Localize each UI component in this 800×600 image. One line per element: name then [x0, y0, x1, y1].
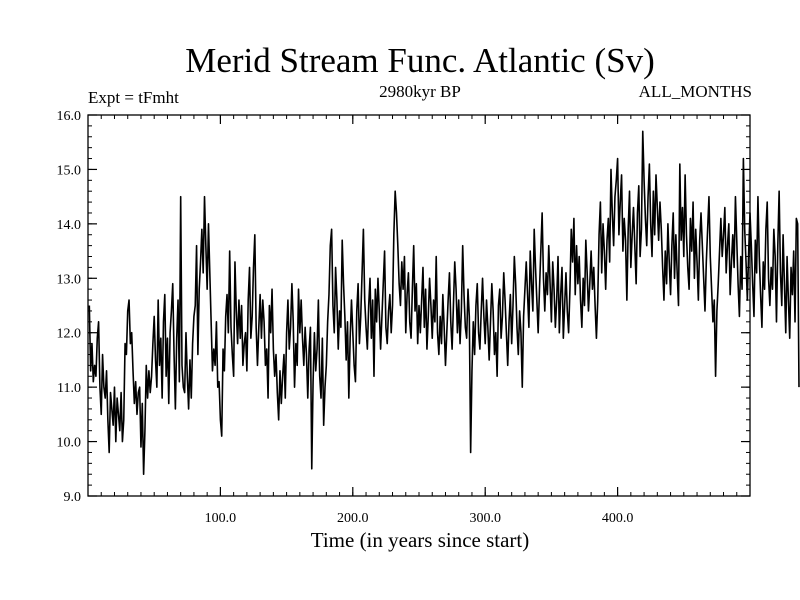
x-tick-label: 200.0 — [337, 511, 369, 526]
months-label: ALL_MONTHS — [639, 82, 752, 101]
plot-frame — [87, 114, 751, 497]
series-line-amoc — [88, 130, 800, 476]
chart-title: Merid Stream Func. Atlantic (Sv) — [185, 41, 655, 80]
x-axis-label: Time (in years since start) — [311, 528, 530, 552]
axis-ticks — [87, 114, 751, 497]
y-tick-label: 15.0 — [57, 163, 82, 178]
y-tick-label: 13.0 — [57, 272, 82, 287]
x-tick-label: 100.0 — [205, 511, 237, 526]
x-axis-tick-labels: 100.0 200.0 300.0 400.0 — [205, 511, 634, 526]
y-tick-label: 9.0 — [64, 490, 82, 505]
y-tick-label: 16.0 — [57, 109, 82, 124]
x-tick-label: 400.0 — [602, 511, 634, 526]
experiment-label: Expt = tFmht — [88, 88, 179, 107]
y-tick-label: 14.0 — [57, 218, 82, 233]
y-axis-tick-labels: 9.0 10.0 11.0 12.0 13.0 14.0 15.0 16.0 — [57, 109, 82, 505]
y-tick-label: 10.0 — [57, 436, 82, 451]
y-tick-label: 11.0 — [57, 381, 81, 396]
x-tick-label: 300.0 — [469, 511, 501, 526]
chart-subtitle: 2980kyr BP — [379, 82, 461, 101]
y-tick-label: 12.0 — [57, 327, 82, 342]
